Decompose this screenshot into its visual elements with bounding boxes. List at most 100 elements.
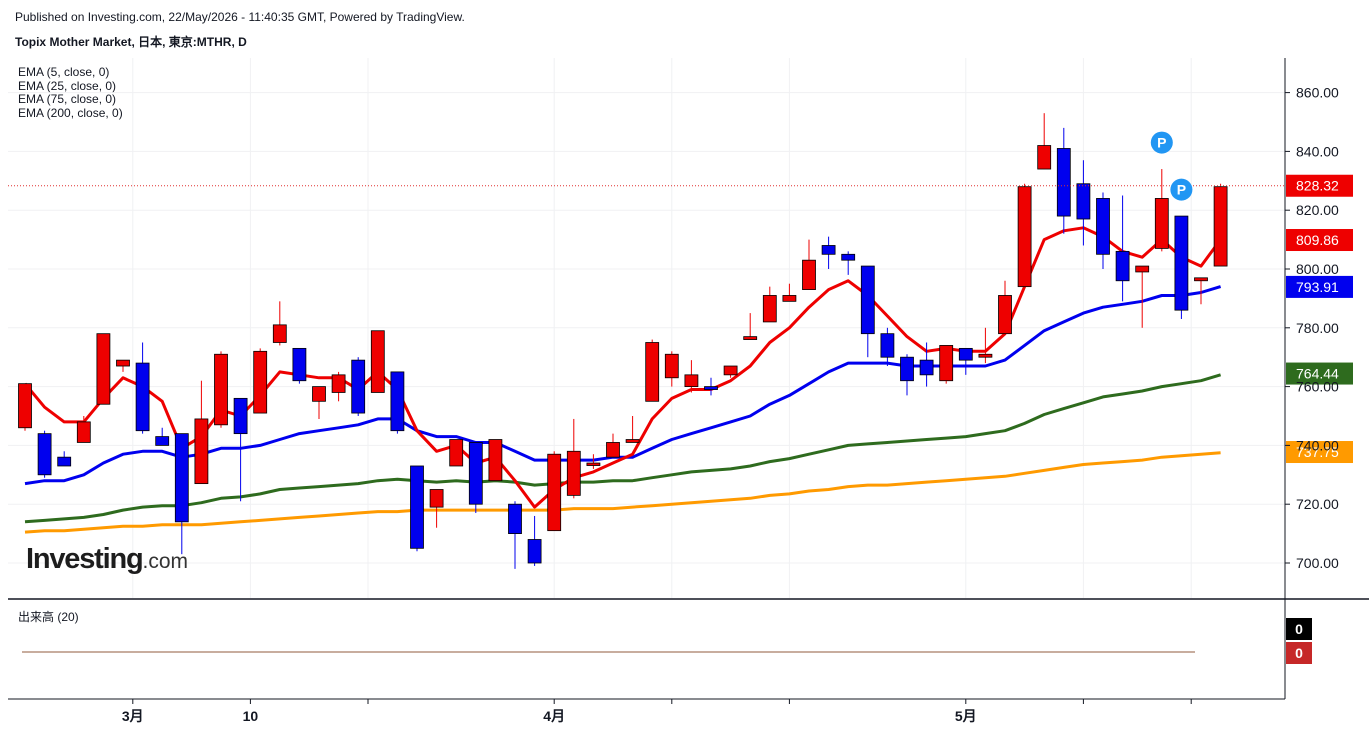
candle (566, 418, 581, 499)
volume-pane: 00 (22, 618, 1312, 664)
legend-ema75[interactable]: EMA (75, close, 0) (18, 92, 117, 106)
x-tick-label: 5月 (955, 708, 977, 724)
candle-body (57, 456, 72, 467)
legend-ema25[interactable]: EMA (25, close, 0) (18, 78, 117, 93)
pivot-marker-label: P (1157, 135, 1166, 151)
candle (449, 439, 464, 467)
candle (1135, 265, 1150, 328)
price-badge-label: 737.75 (1296, 444, 1339, 460)
candle-body (214, 353, 228, 426)
y-tick-label: 800.00 (1296, 261, 1339, 277)
candle (292, 347, 307, 384)
candle-body (1115, 250, 1130, 282)
candle (18, 383, 32, 431)
candle-body (96, 333, 111, 405)
candle-body (1154, 198, 1169, 249)
candle (135, 342, 150, 434)
candle (743, 313, 758, 340)
candle (390, 371, 405, 434)
investing-logo: Investing.com (26, 543, 189, 575)
price-badge: 737.75 (1286, 441, 1353, 464)
candle-body (586, 462, 601, 466)
candle-body (723, 365, 738, 376)
candle-body (743, 336, 758, 340)
candle-body (155, 436, 170, 446)
candle (1037, 113, 1052, 170)
candle (508, 501, 522, 569)
candle (57, 451, 72, 467)
candle (919, 342, 934, 387)
candle (802, 239, 816, 290)
candle (547, 451, 562, 532)
candle-body (272, 324, 287, 343)
candle-body (508, 503, 522, 535)
legend-ema200[interactable]: EMA (200, close, 0) (18, 105, 123, 120)
candle-body (998, 295, 1012, 335)
candle-body (1194, 277, 1208, 282)
candle (1194, 277, 1208, 305)
price-badge-label: 793.91 (1296, 279, 1339, 295)
candle (723, 365, 738, 378)
volume-badge-label: 0 (1295, 621, 1303, 637)
candle (1096, 192, 1110, 269)
candle (272, 301, 287, 346)
volume-ma-badge-bg (1286, 642, 1312, 664)
legend-ema5[interactable]: EMA (5, close, 0) (18, 65, 110, 79)
y-tick-label: 740.00 (1296, 437, 1339, 453)
pivot-marker: P (1150, 131, 1173, 154)
price-badge: 809.86 (1286, 229, 1353, 252)
candle-body (841, 253, 856, 261)
candle-body (1096, 198, 1110, 255)
candle-body (429, 489, 444, 508)
candle-body (664, 353, 679, 379)
candle-body (488, 439, 503, 482)
candle (664, 351, 679, 387)
price-badge-label: 809.86 (1296, 232, 1339, 248)
candle (939, 345, 954, 384)
candle (645, 339, 660, 402)
volume-badge-bg (1286, 618, 1312, 640)
y-tick-label: 760.00 (1296, 379, 1339, 395)
candle-body (292, 347, 307, 382)
volume-ma-badge-label: 0 (1295, 645, 1303, 661)
candle-body (468, 442, 483, 505)
candle (233, 397, 248, 502)
candle (1076, 160, 1091, 246)
price-badge-bg (1286, 362, 1353, 385)
candle (1056, 127, 1071, 234)
candle-body (116, 359, 130, 367)
candle (253, 348, 268, 414)
candle (1017, 183, 1032, 288)
candle (880, 327, 895, 367)
published-note: Published on Investing.com, 22/May/2026 … (15, 10, 465, 24)
candle (998, 280, 1012, 335)
y-tick-label: 840.00 (1296, 143, 1339, 159)
candle-body (253, 350, 268, 414)
candle (1213, 183, 1228, 267)
candle-body (233, 397, 248, 435)
candle (1115, 195, 1130, 302)
grid-lines (8, 58, 1285, 598)
candle (900, 354, 914, 396)
candle (370, 330, 385, 393)
candle (37, 430, 52, 478)
price-badge: 764.44 (1286, 362, 1353, 385)
candle-body (1174, 215, 1189, 311)
candle-body (782, 295, 797, 302)
candle-body (527, 539, 542, 564)
candle-body (1135, 265, 1150, 273)
candle (488, 439, 503, 482)
price-badge-label: 764.44 (1296, 366, 1339, 382)
chart-title: Topix Mother Market, 日本, 東京:MTHR, D (15, 35, 247, 49)
candle-body (684, 374, 699, 387)
y-tick-label: 820.00 (1296, 202, 1339, 218)
candle-body (1076, 183, 1091, 220)
candle (468, 442, 483, 514)
y-tick-label: 860.00 (1296, 85, 1339, 101)
candle (155, 427, 170, 446)
candle-body (547, 453, 562, 532)
candle (841, 251, 856, 275)
candle-body (370, 330, 385, 393)
candle-body (625, 439, 640, 443)
